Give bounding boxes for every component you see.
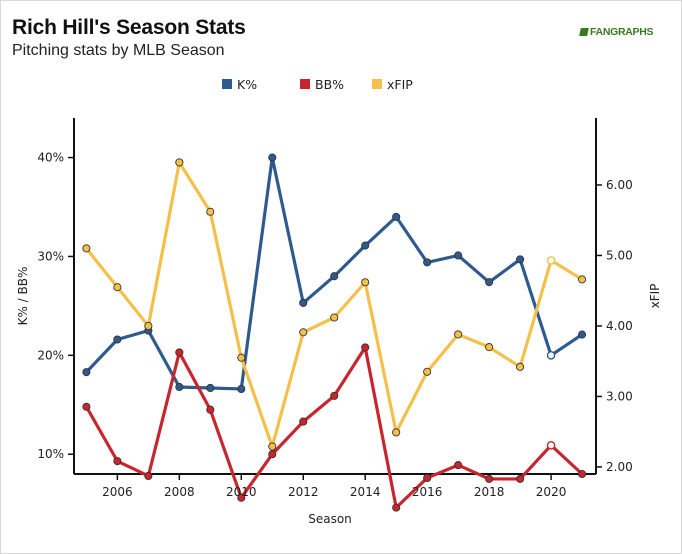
data-point	[237, 384, 246, 394]
data-point	[578, 469, 587, 479]
data-point	[175, 348, 184, 357]
legend-label: xFIP	[387, 77, 413, 92]
legend: K% BB% xFIP	[222, 77, 413, 92]
data-point	[113, 457, 122, 466]
legend-label: K%	[237, 77, 257, 92]
data-point	[485, 474, 494, 483]
x-tick-label: 2016	[412, 485, 443, 499]
data-point	[361, 241, 370, 250]
data-point	[82, 368, 91, 377]
x-tick-label: 2012	[288, 485, 319, 499]
x-tick-label: 2018	[474, 485, 505, 499]
x-tick-label: 2014	[350, 485, 381, 499]
data-point	[144, 471, 153, 481]
x-tick-label: 2006	[102, 485, 133, 499]
data-point	[330, 391, 339, 400]
data-point	[206, 383, 215, 393]
data-point	[299, 417, 308, 426]
data-point	[516, 474, 525, 483]
data-point	[113, 335, 122, 344]
fangraphs-logo: FANGRAPHS	[579, 26, 654, 38]
data-point	[330, 272, 339, 281]
data-point	[82, 402, 91, 411]
data-point	[546, 351, 556, 360]
data-point	[546, 441, 556, 450]
data-point	[144, 321, 153, 331]
data-point	[206, 207, 215, 216]
chart-title: Rich Hill's Season Stats	[12, 16, 246, 39]
data-point	[454, 330, 463, 339]
left-tick-label: 40%	[37, 151, 64, 165]
data-point	[82, 244, 91, 253]
data-point	[268, 153, 277, 162]
x-tick-label: 2020	[536, 485, 567, 499]
right-tick-label: 6.00	[606, 178, 633, 192]
data-point	[454, 251, 463, 260]
y-right-axis-title: xFIP	[648, 284, 662, 309]
data-point	[299, 298, 308, 307]
y-left-axis-title: K% / BB%	[16, 267, 30, 326]
data-point	[237, 493, 246, 502]
legend-swatch	[372, 79, 382, 89]
data-point	[361, 278, 370, 287]
x-tick-label: 2008	[164, 485, 195, 499]
legend-label: BB%	[315, 77, 344, 92]
right-tick-label: 2.00	[606, 460, 633, 474]
logo-text: FANGRAPHS	[590, 26, 654, 38]
data-point	[175, 158, 184, 167]
data-point	[423, 258, 432, 267]
data-point	[516, 362, 525, 371]
data-point	[423, 473, 432, 483]
data-point	[578, 275, 587, 284]
data-point	[392, 503, 401, 512]
legend-swatch	[222, 79, 232, 89]
data-point	[392, 428, 401, 437]
data-point	[330, 313, 339, 322]
x-tick-label: 2010	[226, 485, 257, 499]
data-point	[485, 278, 494, 287]
left-tick-label: 30%	[37, 249, 64, 263]
data-point	[299, 328, 308, 337]
data-point	[206, 405, 215, 414]
data-point	[516, 255, 525, 264]
left-tick-label: 20%	[37, 348, 64, 362]
series-line-bb-pct	[84, 345, 584, 510]
axes	[68, 118, 602, 480]
data-point	[392, 212, 401, 221]
data-point	[454, 461, 463, 470]
series-points	[82, 153, 587, 512]
chart-subtitle: Pitching stats by MLB Season	[12, 42, 225, 59]
data-point	[113, 283, 122, 292]
right-tick-label: 4.00	[606, 319, 633, 333]
data-point	[268, 450, 277, 459]
right-tick-label: 3.00	[606, 389, 633, 403]
data-point	[268, 442, 277, 451]
data-point	[361, 343, 370, 352]
data-point	[237, 353, 246, 362]
data-point	[423, 367, 432, 376]
right-tick-label: 5.00	[606, 248, 633, 262]
data-point	[485, 343, 494, 352]
axis-labels: 10% 20% 30% 40% 2.00 3.00 4.00 5.00 6.00 2006 2008…	[16, 151, 662, 526]
left-tick-label: 10%	[37, 447, 64, 461]
x-axis-title: Season	[308, 512, 352, 526]
data-point	[546, 256, 556, 265]
data-point	[578, 330, 587, 339]
data-point	[175, 382, 184, 392]
series-line-xfip	[84, 160, 584, 449]
series-lines	[84, 155, 584, 510]
legend-swatch	[300, 79, 310, 89]
